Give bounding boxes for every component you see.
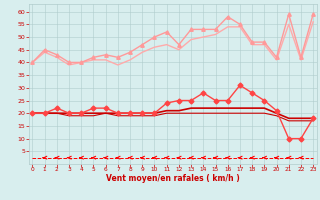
X-axis label: Vent moyen/en rafales ( km/h ): Vent moyen/en rafales ( km/h ) — [106, 174, 240, 183]
